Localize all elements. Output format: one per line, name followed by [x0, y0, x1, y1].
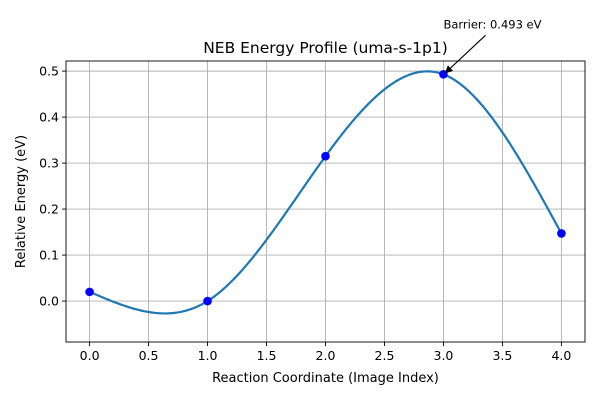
data-point: [85, 287, 94, 297]
x-tick-label: 3.5: [492, 348, 512, 363]
x-tick-label: 1.5: [257, 348, 277, 363]
data-point: [203, 296, 212, 306]
y-tick-label: 0.3: [39, 156, 59, 171]
data-point: [557, 229, 566, 238]
chart-title: NEB Energy Profile (uma-s-1p1): [203, 39, 448, 57]
axis-ticks: 0.0 0.5 1.0 1.5 2.0 2.5 3.0 3.5 4.0 0.0 0.1 0.2 0.3 0…: [39, 64, 571, 363]
annotation-arrow: [444, 34, 486, 74]
annotation-text: Barrier: 0.493 eV: [443, 17, 541, 31]
y-axis-label: Relative Energy (eV): [14, 135, 29, 268]
x-tick-label: 0.5: [139, 348, 159, 363]
y-tick-label: 0.4: [39, 110, 59, 125]
annotation-layer: Barrier: 0.493 eV: [443, 17, 542, 74]
y-tick-label: 0.0: [39, 294, 59, 309]
x-axis-label: Reaction Coordinate (Image Index): [212, 371, 439, 386]
y-tick-label: 0.5: [39, 64, 59, 79]
x-tick-label: 2.0: [316, 348, 336, 363]
y-tick-label: 0.1: [39, 248, 59, 263]
x-tick-label: 4.0: [551, 348, 571, 363]
x-tick-label: 0.0: [80, 348, 100, 363]
x-tick-label: 1.0: [198, 348, 218, 363]
x-tick-label: 3.0: [434, 348, 454, 363]
grid-lines: [66, 61, 585, 342]
x-tick-label: 2.5: [375, 348, 395, 363]
data-point: [321, 151, 330, 161]
y-tick-label: 0.2: [39, 202, 59, 217]
